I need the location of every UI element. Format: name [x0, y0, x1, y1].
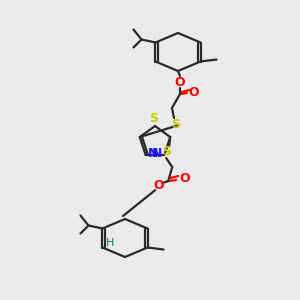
Text: O: O [189, 85, 199, 98]
Text: S: S [149, 112, 158, 125]
Text: O: O [175, 76, 185, 89]
Text: N: N [147, 147, 158, 161]
Text: S: S [162, 145, 171, 158]
Text: S: S [172, 118, 181, 130]
Text: O: O [179, 172, 190, 184]
Text: N: N [152, 147, 163, 161]
Text: H: H [106, 238, 115, 248]
Text: O: O [153, 178, 164, 192]
